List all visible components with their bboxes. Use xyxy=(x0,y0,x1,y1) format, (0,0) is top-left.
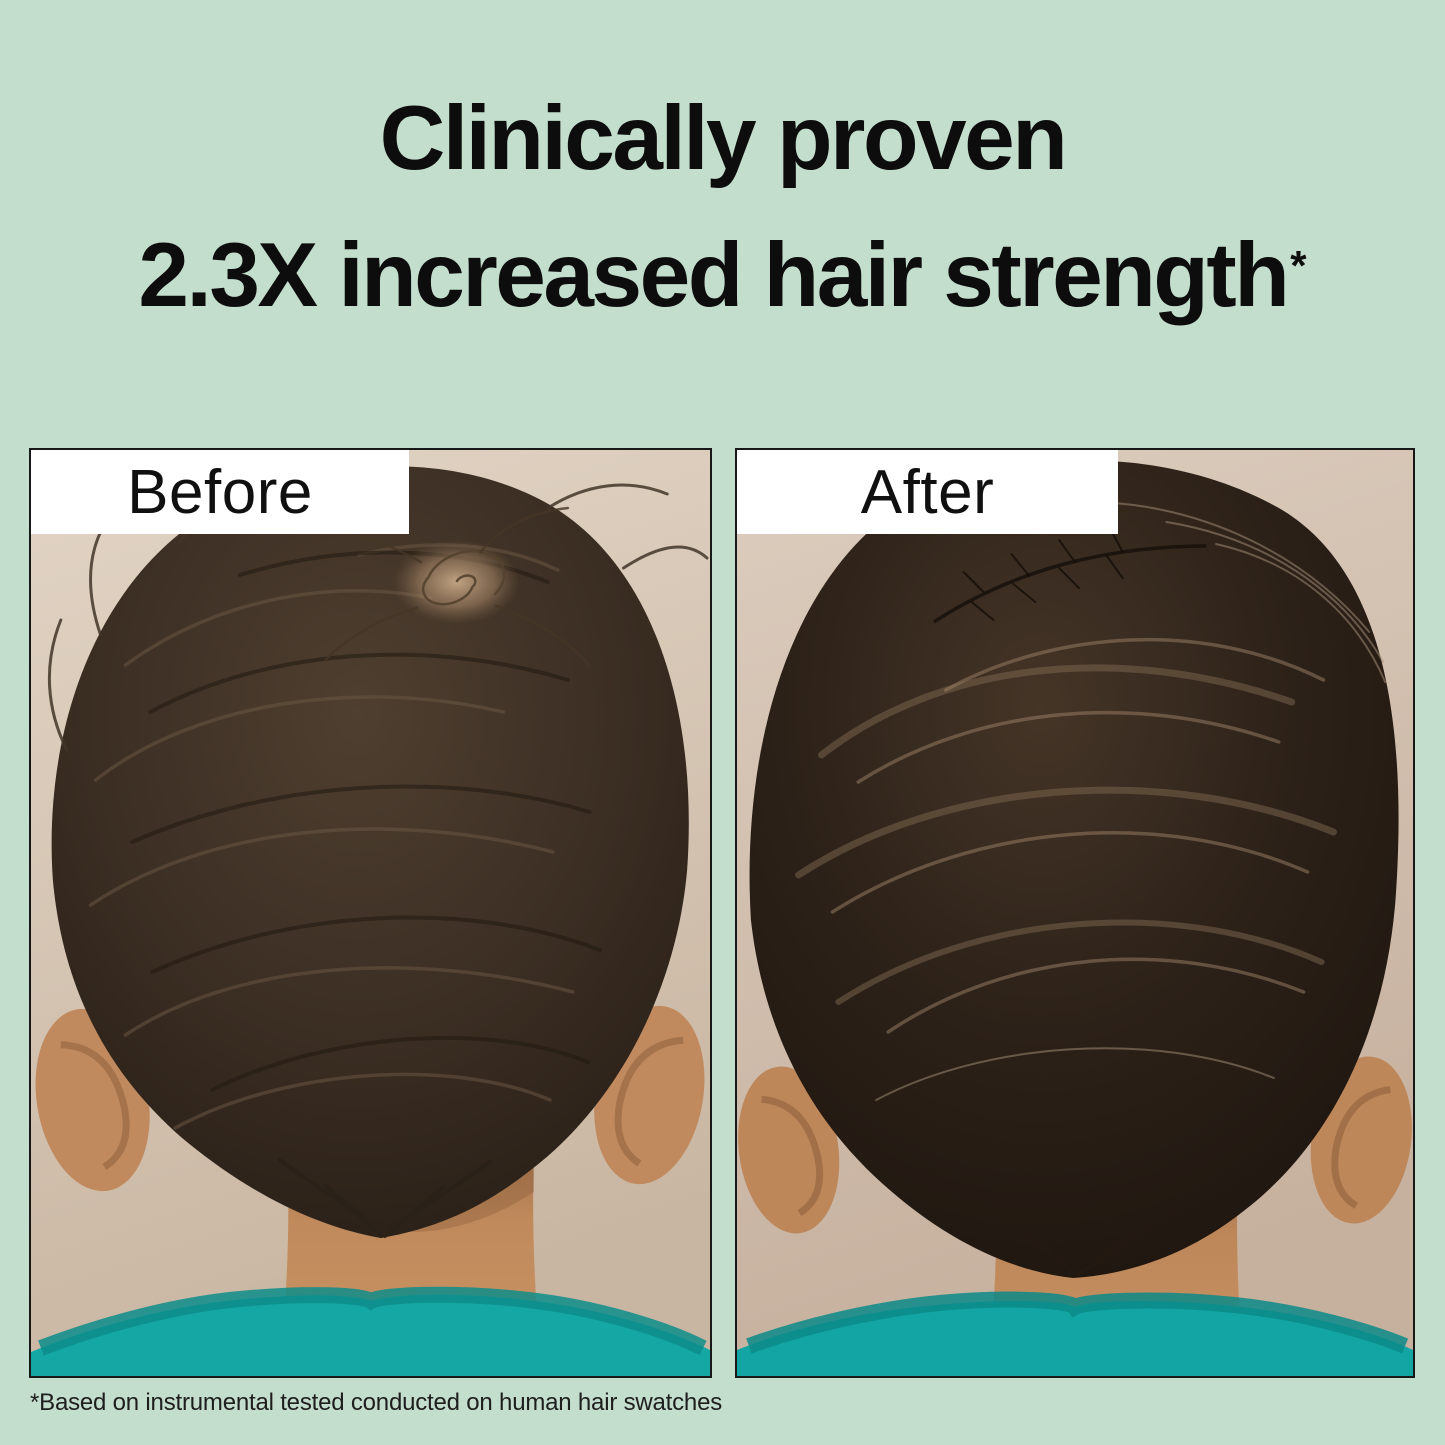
after-photo-illustration xyxy=(737,450,1413,1376)
headline: Clinically proven 2.3X increased hair st… xyxy=(0,70,1445,360)
headline-line2-text: 2.3X increased hair strength xyxy=(138,225,1289,326)
nape-strands xyxy=(971,1200,1185,1276)
before-photo: Before xyxy=(29,448,712,1378)
before-label-text: Before xyxy=(127,457,313,527)
left-ear xyxy=(738,1066,840,1234)
headline-asterisk: * xyxy=(1290,242,1307,290)
before-photo-illustration xyxy=(31,450,710,1376)
nape-strands xyxy=(277,1158,493,1238)
shirt xyxy=(737,1291,1413,1376)
gloss-highlights xyxy=(795,664,1337,1005)
shirt xyxy=(31,1286,710,1376)
after-label: After xyxy=(737,450,1118,534)
hair xyxy=(749,460,1399,1278)
after-photo: After xyxy=(735,448,1415,1378)
after-label-text: After xyxy=(860,457,995,527)
hair xyxy=(47,466,709,1238)
headline-line1: Clinically proven xyxy=(379,88,1068,189)
before-label: Before xyxy=(31,450,409,534)
part-line xyxy=(932,529,1207,624)
headline-line2: 2.3X increased hair strength* xyxy=(0,207,1445,360)
footnote: *Based on instrumental tested conducted … xyxy=(30,1389,723,1416)
